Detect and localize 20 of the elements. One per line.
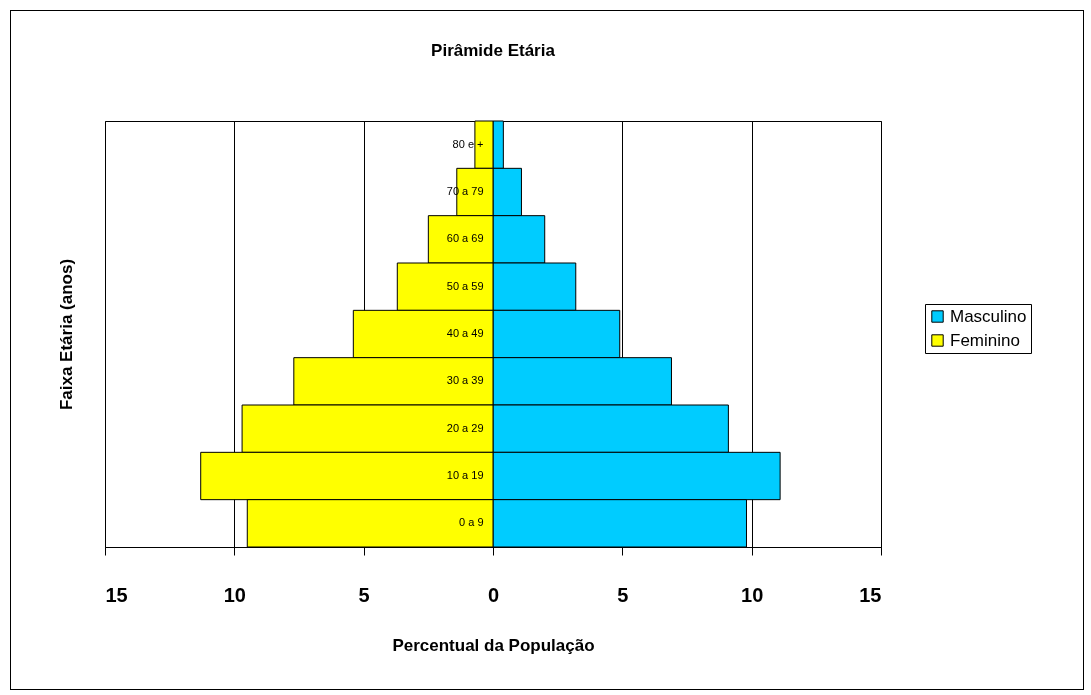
- legend-label: Feminino: [950, 330, 1020, 350]
- legend-label: Masculino: [950, 306, 1027, 326]
- y-tick-label: 0 a 9: [459, 516, 484, 529]
- x-tick-label: 15: [105, 583, 128, 606]
- chart-title: Pirâmide Etária: [431, 40, 556, 60]
- y-tick-label: 30 a 39: [446, 374, 484, 387]
- y-tick-label: 80 e +: [452, 137, 484, 150]
- x-tick-label: 10: [741, 583, 764, 606]
- y-tick-label: 50 a 59: [446, 279, 484, 292]
- x-tick-label: 5: [358, 583, 370, 606]
- y-tick-label: 60 a 69: [446, 232, 484, 245]
- x-tick-label: 5: [617, 583, 629, 606]
- x-tick-label: 10: [223, 583, 246, 606]
- x-axis-title: Percentual da População: [392, 635, 595, 655]
- y-axis-title: Faixa Etária (anos): [56, 258, 76, 411]
- y-tick-label: 20 a 29: [446, 421, 484, 434]
- y-tick-label: 40 a 49: [446, 327, 484, 339]
- y-tick-label: 10 a 19: [446, 469, 484, 481]
- x-tick-label: 0: [487, 583, 500, 606]
- x-tick-label: 15: [859, 583, 882, 606]
